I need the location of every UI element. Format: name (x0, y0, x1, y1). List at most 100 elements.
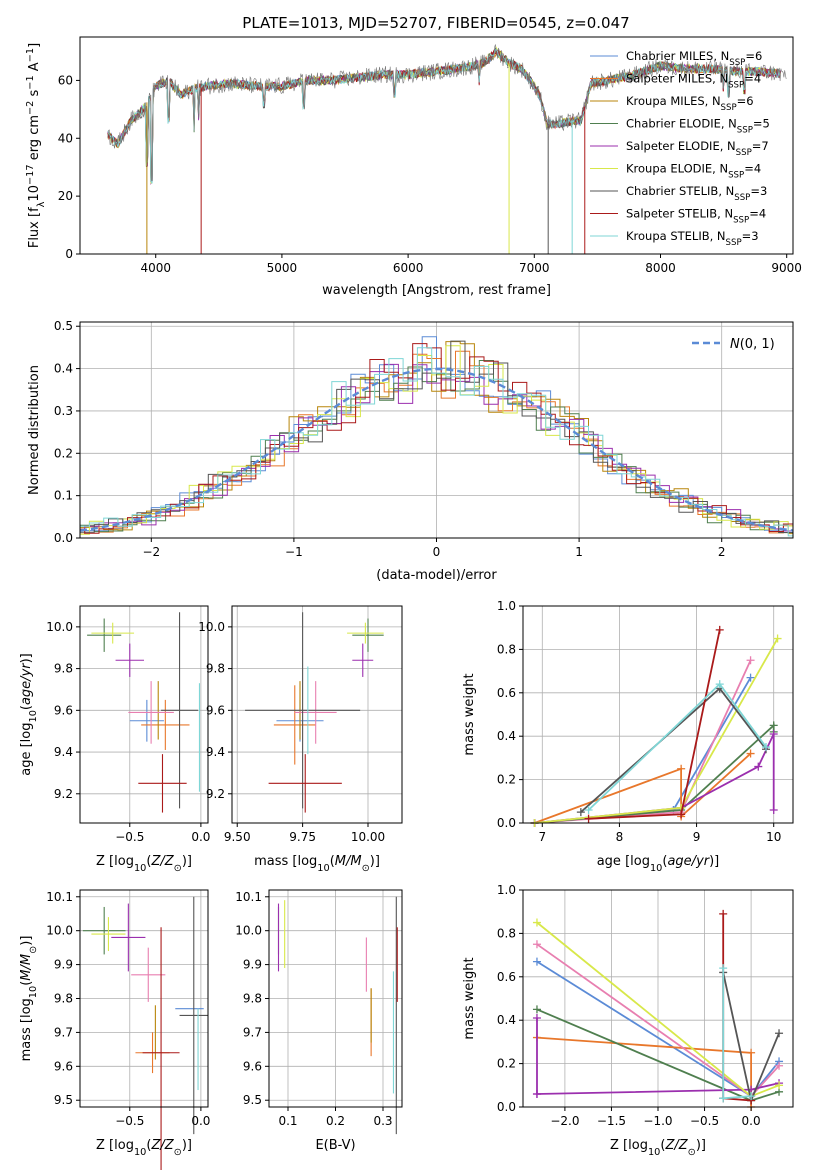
x-tick-label: 6000 (393, 261, 424, 275)
x-tick-label: −0.5 (115, 1114, 144, 1128)
y-tick-label: 9.9 (54, 958, 73, 972)
x-axis-label: Z [log10(Z/Z⊙)] (96, 1138, 192, 1158)
x-tick-label: −2.0 (550, 1114, 579, 1128)
weight-marker (532, 1014, 541, 1023)
y-tick-label: 0.0 (497, 1100, 516, 1114)
x-axis-label: Z [log10(Z/Z⊙)] (610, 1138, 706, 1158)
y-tick-label: 0.4 (54, 362, 73, 376)
weight-line (536, 1018, 780, 1095)
chart-mass_vs_ebv: 0.1 0.2 0.3 9.5 9.6 9.7 9.8 9.9 10.0 10.1 E(B-V) (235, 889, 403, 1153)
y-tick-label: 0.8 (497, 926, 516, 940)
chart-age_vs_Z: −0.5 0.0 9.2 9.4 9.6 9.8 10.0 Z [log10(Z/Z⊙)] ag… (19, 605, 210, 874)
normal-curve (79, 367, 794, 532)
y-tick-label: 0.1 (54, 489, 73, 503)
weight-marker (584, 814, 593, 823)
legend-label: Salpeter ELODIE, NSSP=7 (626, 139, 769, 158)
chart-massweight_vs_Z: −2.0 −1.5 −1.0 −0.5 0.0 0.0 0.2 0.4 0.6 0.8 1.0 Z [… (462, 883, 794, 1158)
weight-line (534, 677, 752, 824)
y-axis-label: mass [log10(M/M⊙)] (19, 936, 39, 1062)
weight-marker (719, 964, 728, 973)
y-tick-label: 9.4 (54, 745, 73, 759)
y-tick-label: 40 (58, 131, 73, 145)
weight-marker (576, 808, 585, 817)
x-tick-label: 4000 (140, 261, 171, 275)
y-axis-label: Normed distribution (27, 365, 42, 495)
x-tick-label: 9.50 (224, 830, 251, 844)
weight-marker (775, 1081, 784, 1090)
x-axis-label: Z [log10(Z/Z⊙)] (96, 854, 192, 874)
axes-frame (79, 36, 794, 255)
x-tick-label: 0 (433, 545, 441, 559)
y-tick-label: 0.0 (497, 816, 516, 830)
y-tick-label: 0.8 (497, 642, 516, 656)
x-tick-label: 0.3 (373, 1114, 392, 1128)
legend-label: Kroupa STELIB, NSSP=3 (626, 229, 759, 248)
y-tick-label: 9.8 (54, 662, 73, 676)
weight-marker (677, 810, 686, 819)
chart-spectrum: 4000 5000 6000 7000 8000 9000 0 20 40 60 wavelengt… (25, 36, 802, 298)
weight-line (534, 752, 752, 824)
y-tick-label: 9.6 (206, 703, 225, 717)
legend-label: Salpeter STELIB, NSSP=4 (626, 207, 766, 226)
x-tick-label: 7 (538, 830, 546, 844)
legend-label: Salpeter MILES, NSSP=4 (626, 72, 761, 91)
y-tick-label: 9.8 (243, 992, 262, 1006)
y-tick-label: 9.9 (243, 958, 262, 972)
x-tick-label: 1 (575, 545, 583, 559)
y-tick-label: 9.4 (206, 745, 225, 759)
y-axis-label: mass weight (462, 673, 477, 755)
spectrum-lines (107, 44, 787, 254)
x-tick-label: 0.0 (742, 1114, 761, 1128)
weight-marker (677, 764, 686, 773)
y-tick-label: 10.0 (198, 620, 225, 634)
y-tick-label: 0.6 (497, 970, 516, 984)
data-spectrum-line (107, 44, 787, 181)
x-tick-label: 0.2 (326, 1114, 345, 1128)
weight-line (536, 1036, 752, 1107)
y-tick-label: 9.7 (54, 1025, 73, 1039)
figure-title: PLATE=1013, MJD=52707, FIBERID=0545, z=0… (242, 14, 629, 32)
y-tick-label: 10.1 (46, 890, 73, 904)
x-tick-label: 9.75 (289, 830, 316, 844)
y-tick-label: 0.4 (497, 1013, 516, 1027)
weight-marker (769, 805, 778, 814)
y-tick-label: 9.8 (54, 992, 73, 1006)
y-tick-label: 10.1 (235, 890, 262, 904)
y-tick-label: 9.2 (206, 787, 225, 801)
weight-marker (715, 680, 724, 689)
chart-residuals: −2 −1 0 1 2 0.0 0.1 0.2 0.3 0.4 0.5 (data-model)/er… (27, 319, 794, 583)
weight-marker (746, 656, 755, 665)
axes-frame (231, 605, 403, 824)
y-tick-label: 1.0 (497, 883, 516, 897)
y-tick-label: 10.0 (235, 924, 262, 938)
x-tick-label: 10.00 (351, 830, 385, 844)
weight-marker (532, 940, 541, 949)
legend-label: Chabrier ELODIE, NSSP=5 (626, 117, 770, 136)
y-tick-label: 9.5 (54, 1093, 73, 1107)
y-tick-label: 0.5 (54, 319, 73, 333)
x-tick-label: 9000 (771, 261, 802, 275)
weight-marker (719, 909, 728, 918)
x-tick-label: 9 (693, 830, 701, 844)
x-axis-label: age [log10(age/yr)] (597, 854, 720, 874)
x-tick-label: −1.5 (597, 1114, 626, 1128)
x-tick-label: 7000 (519, 261, 550, 275)
x-tick-label: −0.5 (690, 1114, 719, 1128)
x-axis-label: E(B-V) (315, 1138, 355, 1153)
x-axis-label: mass [log10(M/M⊙)] (254, 854, 380, 874)
y-tick-label: 10.0 (46, 924, 73, 938)
weight-marker (762, 743, 770, 752)
weight-marker (719, 1094, 728, 1103)
y-tick-label: 9.5 (243, 1093, 262, 1107)
y-tick-label: 20 (58, 189, 73, 203)
y-tick-label: 0.2 (497, 773, 516, 787)
y-tick-label: 9.2 (54, 787, 73, 801)
chart-age_vs_mass: 9.50 9.75 10.00 9.2 9.4 9.6 9.8 10.0 mass [log10… (198, 605, 403, 874)
y-tick-label: 9.6 (54, 1059, 73, 1073)
x-tick-label: 5000 (267, 261, 298, 275)
x-tick-label: −0.5 (115, 830, 144, 844)
x-tick-label: −2 (142, 545, 160, 559)
x-tick-label: 8 (616, 830, 624, 844)
chart-massweight_vs_age: 7 8 9 10 0.0 0.2 0.4 0.6 0.8 1.0 age [log10(age/yr… (462, 599, 794, 874)
legend-label: Chabrier MILES, NSSP=6 (626, 49, 762, 68)
